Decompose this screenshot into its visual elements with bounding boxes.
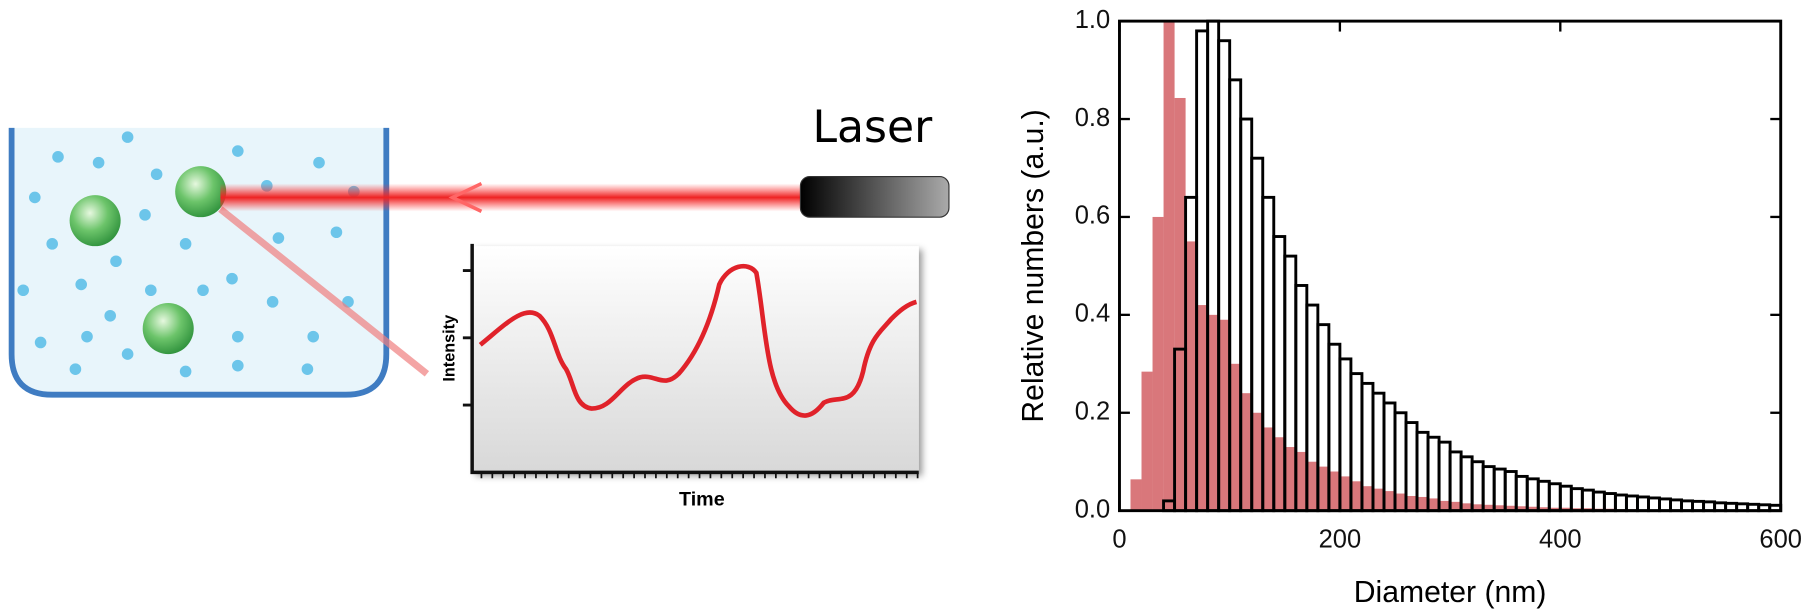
bar [1558, 484, 1573, 513]
inset-panel [472, 246, 919, 473]
bar [1503, 470, 1518, 513]
bar [1295, 451, 1307, 511]
bar [1339, 476, 1351, 511]
bar [1459, 455, 1474, 513]
y-tick-label: 1.0 [1075, 6, 1110, 34]
bar [1635, 495, 1650, 513]
bar [1428, 498, 1440, 511]
x-axis-label: Diameter (nm) [1354, 576, 1547, 609]
bar [1492, 467, 1507, 513]
bar [1669, 498, 1683, 513]
y-tick-label: 0.2 [1075, 397, 1110, 425]
bar [1602, 492, 1617, 513]
bar [1461, 503, 1473, 511]
bar [1185, 241, 1197, 511]
bar [1240, 393, 1252, 511]
laser-body [799, 175, 950, 218]
inset-ticks [462, 269, 473, 407]
laser-label: Laser [812, 102, 933, 153]
bar [1207, 314, 1219, 511]
bar [1505, 505, 1517, 511]
inset-ticks [480, 472, 919, 479]
bar [1417, 496, 1429, 511]
bar [1658, 497, 1672, 513]
beam-arrow [448, 181, 483, 213]
y-tick-label: 0.6 [1075, 202, 1110, 230]
bar [1152, 216, 1164, 511]
particle [69, 195, 121, 247]
bar [1174, 97, 1186, 511]
bar [1262, 427, 1274, 511]
x-tick-label: 400 [1539, 526, 1582, 554]
y-axis-label: Relative numbers (a.u.) [1017, 109, 1050, 422]
bar [1317, 466, 1329, 511]
bar [1350, 481, 1362, 511]
bar [1229, 363, 1241, 511]
bar [1273, 437, 1285, 511]
bar [1624, 494, 1639, 513]
inset-y-label: Intensity [440, 315, 458, 382]
bar [1196, 305, 1208, 511]
inset-axes [470, 243, 919, 475]
bar [1394, 493, 1407, 511]
bar [1527, 506, 1539, 511]
scattered-beam [218, 206, 430, 377]
bar [1372, 488, 1384, 511]
intensity-trace [478, 263, 918, 418]
bar [1547, 482, 1562, 513]
y-tick-label: 0.0 [1075, 495, 1110, 523]
bar [1470, 460, 1485, 513]
bar [1251, 412, 1263, 511]
bar [1437, 440, 1452, 513]
bar [1481, 465, 1496, 513]
bar [1483, 504, 1495, 511]
y-tick-label: 0.8 [1075, 104, 1110, 132]
particle [142, 303, 194, 355]
inset-x-label: Time [679, 488, 725, 510]
bar [1494, 505, 1506, 511]
laser-beam [220, 183, 807, 212]
bar [1514, 474, 1529, 513]
bar [1406, 495, 1418, 511]
bar [1328, 471, 1340, 511]
bar [1536, 479, 1551, 513]
bar [1525, 477, 1540, 513]
bar [1472, 504, 1484, 511]
y-tick-label: 0.4 [1075, 300, 1110, 328]
plot-frame [1118, 19, 1783, 513]
bar [1284, 447, 1296, 511]
bar [1647, 496, 1661, 513]
bar [1560, 507, 1572, 511]
bar [1439, 500, 1451, 511]
bar [1549, 507, 1561, 511]
x-tick-label: 600 [1759, 526, 1802, 554]
x-tick-label: 200 [1319, 526, 1362, 554]
histogram-chart: 0 200 400 600 0.0 0.2 0.4 0.6 0.8 1.0 Diameter (nm… [1017, 6, 1802, 609]
bar [1361, 486, 1373, 511]
bar [1130, 479, 1142, 511]
particle [175, 166, 227, 218]
bar [1383, 491, 1395, 511]
bar [1218, 319, 1230, 511]
bar [1163, 21, 1175, 511]
bar [1141, 371, 1153, 511]
bar [1569, 487, 1584, 513]
bar [1580, 488, 1595, 513]
bar [1450, 501, 1462, 511]
bar [1306, 461, 1318, 511]
bar [1591, 490, 1606, 513]
x-tick-label: 0 [1112, 526, 1126, 554]
bar [1680, 499, 1695, 513]
bar [1516, 506, 1528, 511]
bar [1538, 507, 1550, 511]
bar [1613, 493, 1628, 513]
